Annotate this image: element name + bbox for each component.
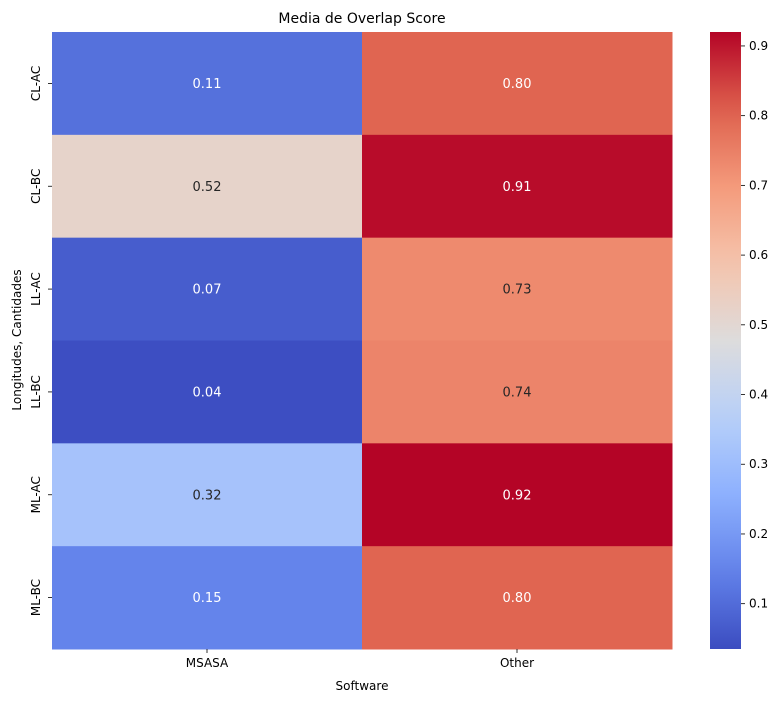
- colorbar: [710, 32, 741, 649]
- cell-value-label: 0.32: [193, 488, 222, 503]
- colorbar-tick-label: 0.9: [749, 39, 768, 53]
- colorbar-tick-label: 0.8: [749, 109, 768, 123]
- chart-title: Media de Overlap Score: [278, 11, 445, 27]
- cell-value-label: 0.80: [503, 591, 532, 606]
- x-tick-label: Other: [500, 656, 534, 670]
- colorbar-ticks: 0.1 0.2 0.3 0.4 0.5 0.6 0.7 0.8 0.9: [741, 39, 768, 611]
- heatmap-cell: [362, 546, 673, 650]
- colorbar-tick-label: 0.4: [749, 388, 768, 402]
- x-tick-label: MSASA: [186, 656, 229, 670]
- colorbar-tick-label: 0.2: [749, 527, 768, 541]
- cell-value-label: 0.73: [503, 283, 532, 298]
- heatmap-cell: [362, 340, 673, 444]
- x-tick-labels: MSASA Other: [186, 649, 534, 670]
- cell-value-label: 0.15: [193, 591, 222, 606]
- heatmap-cell: [362, 134, 673, 239]
- colorbar-tick-label: 0.7: [749, 178, 768, 192]
- y-tick-labels: CL-AC CL-BC LL-AC LL-BC ML-AC ML-BC: [29, 66, 52, 616]
- y-tick-label: LL-BC: [29, 375, 43, 408]
- heatmap-cell: [362, 237, 673, 341]
- x-axis-label: Software: [336, 679, 389, 693]
- y-tick-label: ML-AC: [29, 476, 43, 513]
- cell-value-label: 0.04: [193, 385, 222, 400]
- y-axis-label: Longitudes, Cantidades: [10, 269, 24, 410]
- heatmap-cell: [362, 32, 673, 136]
- cell-value-label: 0.80: [503, 77, 532, 92]
- colorbar-tick-label: 0.5: [749, 318, 768, 332]
- colorbar-tick-label: 0.3: [749, 457, 768, 471]
- cell-value-label: 0.74: [503, 385, 532, 400]
- y-tick-label: CL-BC: [29, 169, 43, 204]
- y-tick-label: CL-AC: [29, 66, 43, 101]
- heatmap-cell: [52, 237, 363, 341]
- heatmap-cell: [52, 546, 363, 650]
- heatmap-cell: [52, 443, 363, 547]
- colorbar-tick-label: 0.6: [749, 248, 768, 262]
- heatmap-cell: [362, 443, 673, 547]
- y-tick-label: ML-BC: [29, 579, 43, 616]
- cell-value-label: 0.91: [503, 180, 532, 195]
- heatmap-cells: 0.11 0.80 0.52 0.91 0.07 0.73 0.04 0.74 0.32 0.92…: [52, 32, 673, 650]
- heatmap-cell: [52, 32, 363, 136]
- y-tick-label: LL-AC: [29, 272, 43, 306]
- heatmap-cell: [52, 340, 363, 444]
- cell-value-label: 0.07: [193, 283, 222, 298]
- cell-value-label: 0.92: [503, 488, 532, 503]
- cell-value-label: 0.11: [193, 77, 222, 92]
- cell-value-label: 0.52: [193, 180, 222, 195]
- heatmap-cell: [52, 134, 363, 239]
- colorbar-tick-label: 0.1: [749, 597, 768, 611]
